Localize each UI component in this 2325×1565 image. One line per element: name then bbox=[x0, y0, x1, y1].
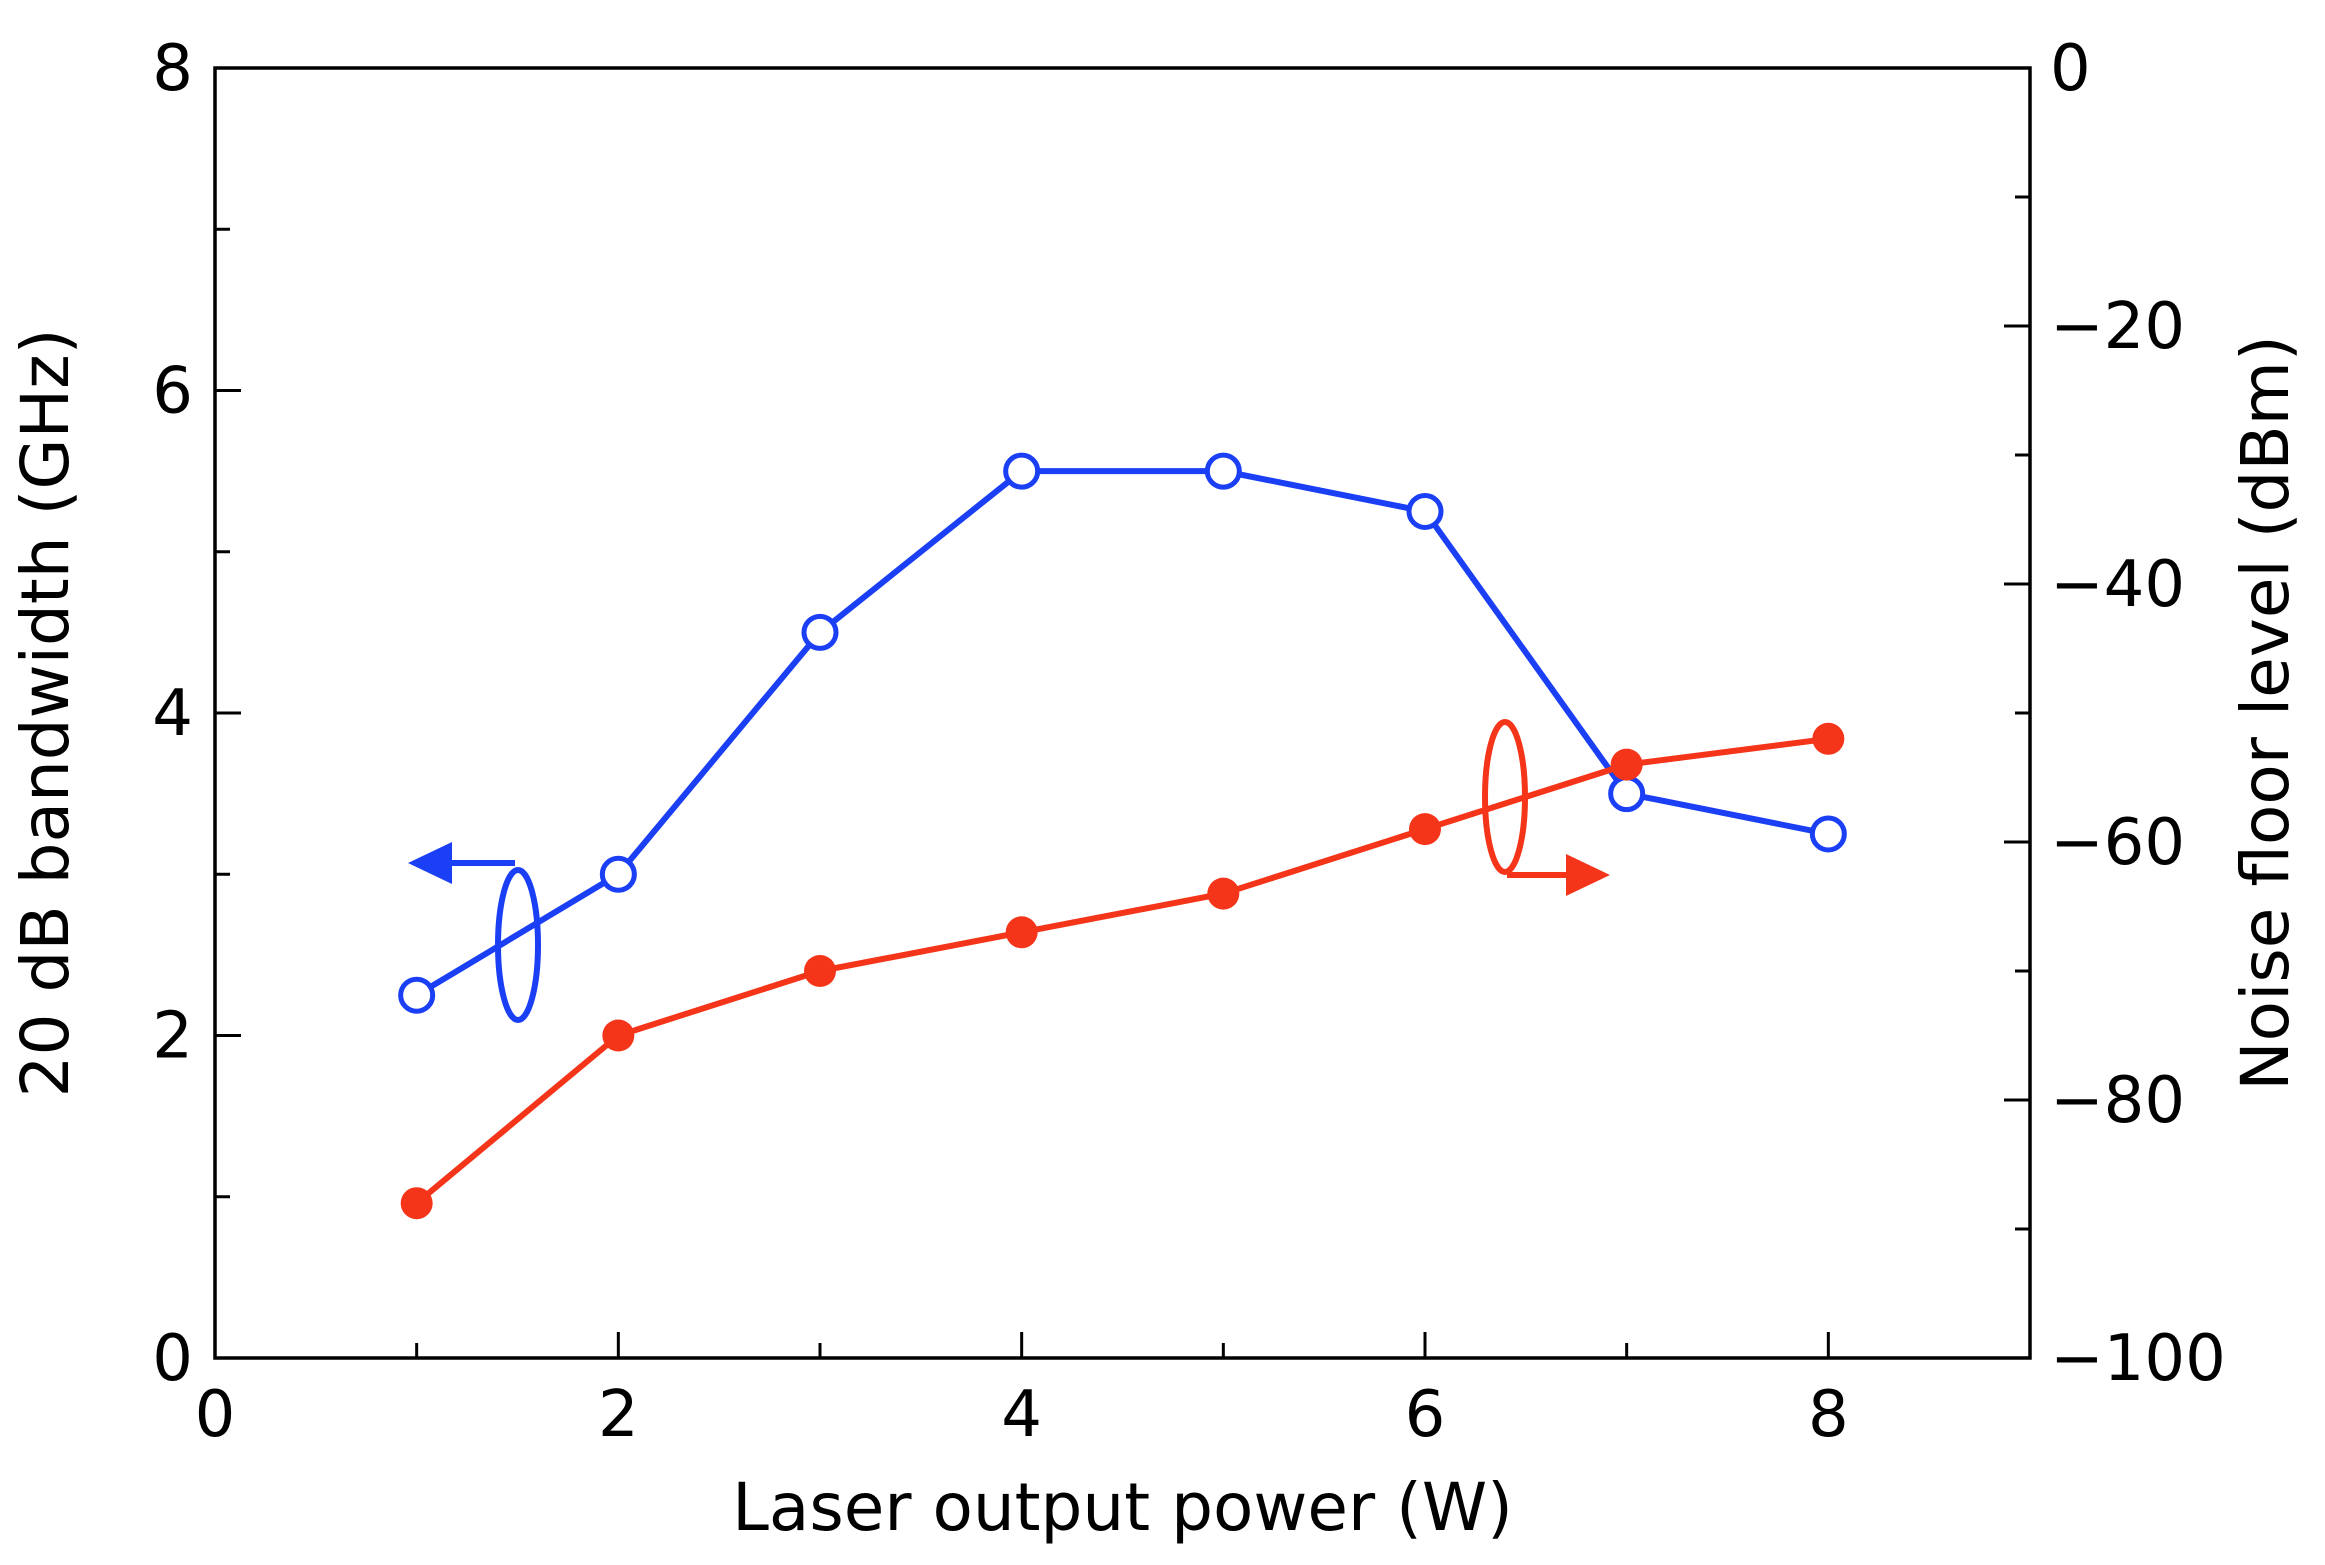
data-series bbox=[398, 452, 1847, 1220]
y-right-tick-label: −40 bbox=[2050, 548, 2185, 622]
y-left-tick-label: 2 bbox=[152, 1000, 193, 1074]
y-left-tick-label: 8 bbox=[152, 32, 193, 106]
series-0-point bbox=[1809, 815, 1847, 853]
axis-ticks bbox=[213, 66, 2032, 1360]
annotations bbox=[408, 719, 1610, 1023]
y-left-tick-label: 0 bbox=[152, 1322, 193, 1396]
right-axis-indicator-arrow bbox=[1482, 719, 1610, 896]
series-0-point bbox=[398, 976, 436, 1014]
series-1-point bbox=[1409, 813, 1441, 846]
y-left-tick-label: 6 bbox=[152, 355, 193, 429]
series-0-point bbox=[801, 613, 839, 651]
series-0-point bbox=[599, 855, 637, 893]
x-tick-label: 0 bbox=[195, 1378, 236, 1452]
x-tick-label: 2 bbox=[598, 1378, 639, 1452]
y-right-tick-label: −100 bbox=[2050, 1322, 2226, 1396]
y-right-tick-label: 0 bbox=[2050, 32, 2091, 106]
plot-frame bbox=[213, 66, 2032, 1360]
series-1-point bbox=[1610, 748, 1643, 781]
series-0-point bbox=[1003, 452, 1041, 490]
series-0-point bbox=[1204, 452, 1242, 490]
y-right-tick-label: −80 bbox=[2050, 1064, 2185, 1138]
series-1-point bbox=[400, 1187, 433, 1220]
series-0-point bbox=[1406, 492, 1444, 530]
series-1-line bbox=[414, 735, 1829, 1206]
series-0-line bbox=[415, 468, 1829, 998]
y-axis-right-title: Noise floor level (dBm) bbox=[2227, 335, 2304, 1090]
series-1-point bbox=[1005, 916, 1038, 949]
series-1-point bbox=[1812, 722, 1845, 755]
series-1-point bbox=[602, 1019, 635, 1052]
x-tick-label: 4 bbox=[1001, 1378, 1042, 1452]
x-tick-label: 6 bbox=[1405, 1378, 1446, 1452]
y-right-tick-label: −20 bbox=[2050, 290, 2185, 364]
series-1-point bbox=[804, 955, 836, 987]
plot-area bbox=[213, 66, 2032, 1360]
x-tick-label: 8 bbox=[1808, 1378, 1849, 1452]
y-axis-left-title: 20 dB bandwidth (GHz) bbox=[7, 329, 84, 1098]
indicator-loop bbox=[495, 867, 541, 1023]
left-axis-indicator-arrow bbox=[408, 842, 541, 1023]
indicator-arrowhead bbox=[1566, 854, 1610, 896]
tick-labels: 0 2 4 6 8 0 2 4 6 8 0 −20 −40 −60 −80 −100 bbox=[152, 32, 2226, 1452]
x-axis-title: Laser output power (W) bbox=[732, 1469, 1513, 1546]
y-left-tick-label: 4 bbox=[152, 677, 193, 751]
indicator-loop bbox=[1482, 719, 1528, 875]
series-1-point bbox=[1207, 877, 1240, 910]
indicator-arrowhead bbox=[408, 842, 452, 884]
y-right-tick-label: −60 bbox=[2050, 806, 2185, 880]
series-0-point bbox=[1608, 775, 1646, 813]
